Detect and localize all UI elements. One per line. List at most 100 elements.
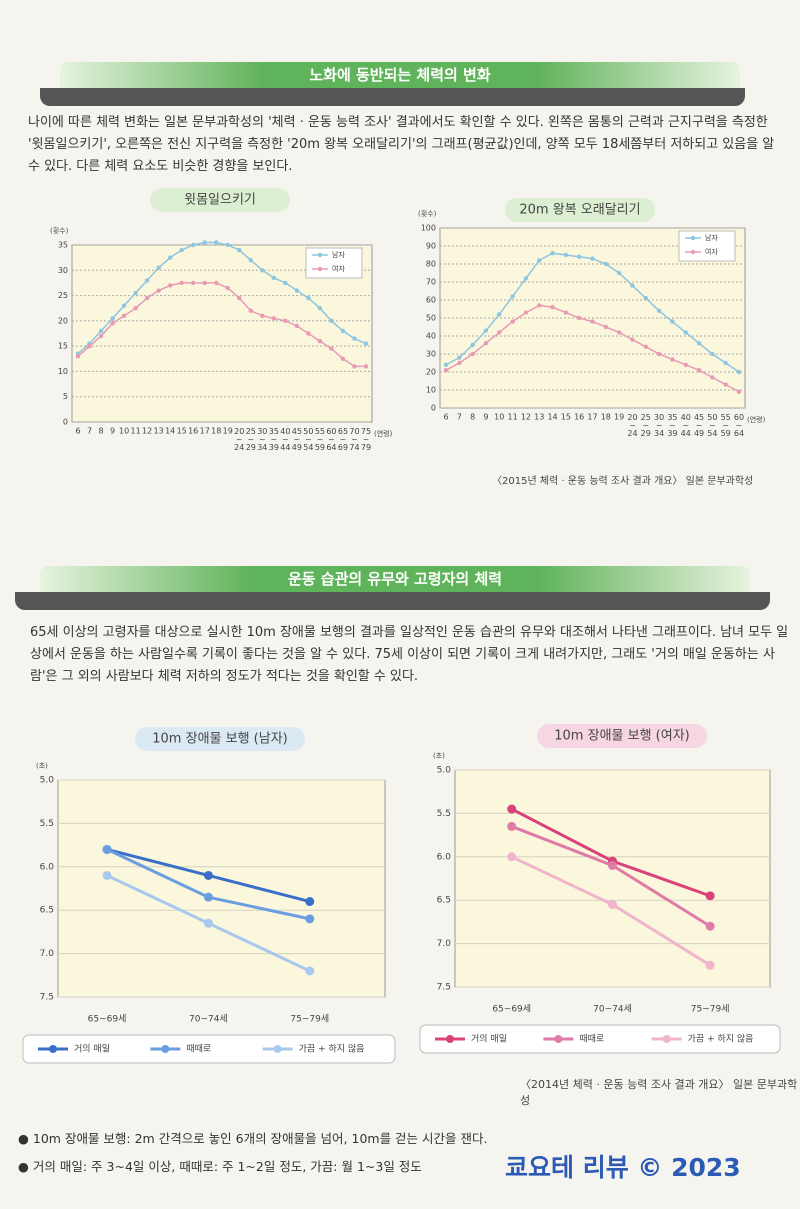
data-point: [214, 240, 219, 245]
data-point: [237, 295, 242, 301]
x-tick-label: 70~74세: [593, 1004, 632, 1015]
data-point: [457, 355, 462, 360]
data-point: [643, 344, 648, 349]
x-tick-label: 18: [211, 427, 221, 436]
data-point: [705, 960, 715, 970]
legend-box: [678, 230, 736, 262]
legend-marker: [690, 249, 696, 255]
data-point: [352, 364, 357, 369]
data-point: [102, 844, 112, 854]
data-point: [603, 261, 609, 267]
y-axis-label: (횟수): [50, 226, 69, 235]
y-tick-label: 25: [58, 291, 68, 300]
data-point: [523, 276, 529, 281]
title-pill: [135, 727, 305, 751]
data-point: [144, 278, 150, 283]
data-point: [156, 265, 161, 270]
data-point: [470, 351, 475, 357]
x-tick-label: 65~69세: [492, 1004, 531, 1015]
x-tick-label: 70 ~74: [349, 427, 359, 452]
y-tick-label: 5.5: [437, 809, 451, 819]
plot-area: [57, 779, 386, 998]
data-point: [203, 892, 213, 902]
legend-marker: [554, 1035, 563, 1043]
y-tick-label: 20: [58, 316, 68, 325]
y-tick-label: 6.5: [437, 896, 451, 906]
legend-label: 남자: [705, 233, 718, 242]
x-tick-label: 55 ~59: [315, 427, 325, 452]
data-point: [167, 283, 173, 288]
data-point: [305, 897, 315, 907]
chart-title: 20m 왕복 오래달리기: [519, 203, 640, 218]
x-tick-label: 35 ~39: [269, 427, 279, 452]
title-pill: [150, 188, 290, 212]
data-point: [110, 321, 115, 326]
data-point: [225, 242, 230, 248]
data-point: [271, 275, 277, 281]
note-text: 거의 매일: 주 3~4일 이상, 때때로: 주 1~2일 정도, 가끔: 월 …: [32, 1159, 422, 1174]
x-tick-label: 12: [521, 413, 531, 422]
data-point: [483, 341, 489, 346]
data-point: [723, 382, 728, 387]
data-point: [294, 323, 300, 329]
x-tick-label: 50 ~54: [707, 413, 717, 438]
x-tick-label: 15: [177, 427, 187, 436]
data-point: [133, 290, 138, 296]
data-point: [202, 240, 207, 245]
x-tick-label: 25 ~29: [641, 413, 651, 438]
data-point: [696, 368, 702, 373]
data-point: [590, 256, 595, 261]
y-axis-label: (횟수): [418, 209, 437, 218]
data-point: [340, 356, 346, 361]
data-point: [203, 918, 213, 928]
data-point: [710, 375, 715, 380]
data-point: [443, 368, 449, 373]
data-point: [248, 257, 253, 263]
data-point: [630, 337, 635, 342]
data-point: [683, 330, 688, 335]
data-point: [563, 310, 569, 315]
legend-label: 거의 매일: [471, 1034, 507, 1045]
data-point: [656, 351, 662, 357]
data-point: [144, 295, 150, 301]
x-tick-label: 13: [534, 413, 544, 422]
legend-box: [22, 1034, 396, 1064]
data-point: [75, 354, 81, 359]
x-tick-label: 60 ~64: [734, 413, 744, 438]
x-axis-label: (연령): [747, 416, 766, 424]
data-point: [156, 288, 161, 293]
data-point: [306, 331, 311, 336]
data-point: [191, 280, 196, 286]
data-point: [576, 315, 582, 321]
x-tick-label: 18: [601, 413, 611, 422]
data-point: [736, 389, 742, 394]
source: 〈2015년 체력 · 운동 능력 조사 결과 개요〉 일본 문부과학성: [492, 476, 754, 487]
y-tick-label: 10: [58, 367, 68, 376]
data-point: [457, 360, 462, 366]
x-tick-label: 17: [587, 413, 597, 422]
y-tick-label: 5.0: [437, 766, 452, 776]
series-line: [77, 241, 367, 355]
data-point: [710, 351, 715, 357]
legend-box: [419, 1024, 781, 1054]
legend-label: 여자: [332, 264, 345, 273]
data-point: [537, 303, 542, 308]
x-tick-label: 16: [188, 427, 198, 436]
x-tick-label: 40 ~44: [280, 427, 290, 452]
data-point: [363, 364, 369, 369]
section-title: 운동 습관의 유무와 고령자의 체력: [40, 566, 750, 592]
title-pill: [505, 198, 655, 222]
legend-label: 가끔 + 하지 않음: [299, 1044, 365, 1055]
y-tick-label: 7.5: [437, 983, 451, 993]
data-point: [340, 328, 346, 334]
source: 〈2014년 체력 · 운동 능력 조사 결과 개요〉 일본 문부과학성: [520, 1078, 798, 1107]
legend-label: 가끔 + 하지 않음: [688, 1034, 754, 1045]
y-tick-label: 5.5: [40, 819, 54, 829]
title-pill: [537, 724, 707, 748]
y-tick-label: 7.5: [40, 993, 54, 1003]
data-point: [179, 280, 184, 286]
data-point: [283, 280, 288, 286]
data-point: [121, 313, 127, 318]
